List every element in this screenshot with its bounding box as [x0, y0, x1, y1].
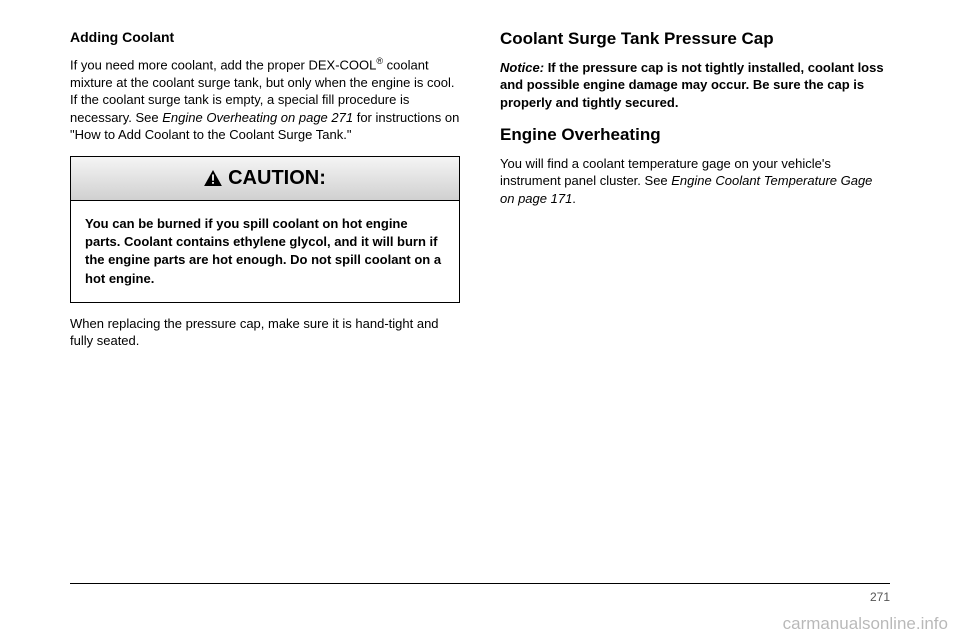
caution-label: CAUTION:	[228, 165, 326, 192]
engine-overheating-heading: Engine Overheating	[500, 124, 890, 147]
caution-body: You can be burned if you spill coolant o…	[71, 201, 459, 302]
footer-rule	[70, 583, 890, 584]
page-content: Adding Coolant If you need more coolant,…	[0, 0, 960, 402]
watermark: carmanualsonline.info	[783, 614, 948, 634]
page-number: 271	[870, 590, 890, 604]
text-segment: If you need more coolant, add the proper…	[70, 57, 376, 72]
caution-header: CAUTION:	[71, 157, 459, 201]
caution-box: CAUTION: You can be burned if you spill …	[70, 156, 460, 303]
text-segment: .	[572, 191, 576, 206]
notice-paragraph: Notice: If the pressure cap is not tight…	[500, 59, 890, 112]
overheating-paragraph: You will find a coolant temperature gage…	[500, 155, 890, 208]
warning-triangle-icon	[204, 170, 222, 186]
adding-coolant-heading: Adding Coolant	[70, 28, 460, 47]
left-column: Adding Coolant If you need more coolant,…	[70, 28, 460, 362]
surge-tank-heading: Coolant Surge Tank Pressure Cap	[500, 28, 890, 51]
notice-label: Notice:	[500, 60, 544, 75]
right-column: Coolant Surge Tank Pressure Cap Notice: …	[500, 28, 890, 362]
pressure-cap-note: When replacing the pressure cap, make su…	[70, 315, 460, 350]
cross-reference: Engine Overheating on page 271	[162, 110, 353, 125]
adding-coolant-paragraph: If you need more coolant, add the proper…	[70, 55, 460, 144]
notice-body-text: If the pressure cap is not tightly insta…	[500, 60, 884, 110]
